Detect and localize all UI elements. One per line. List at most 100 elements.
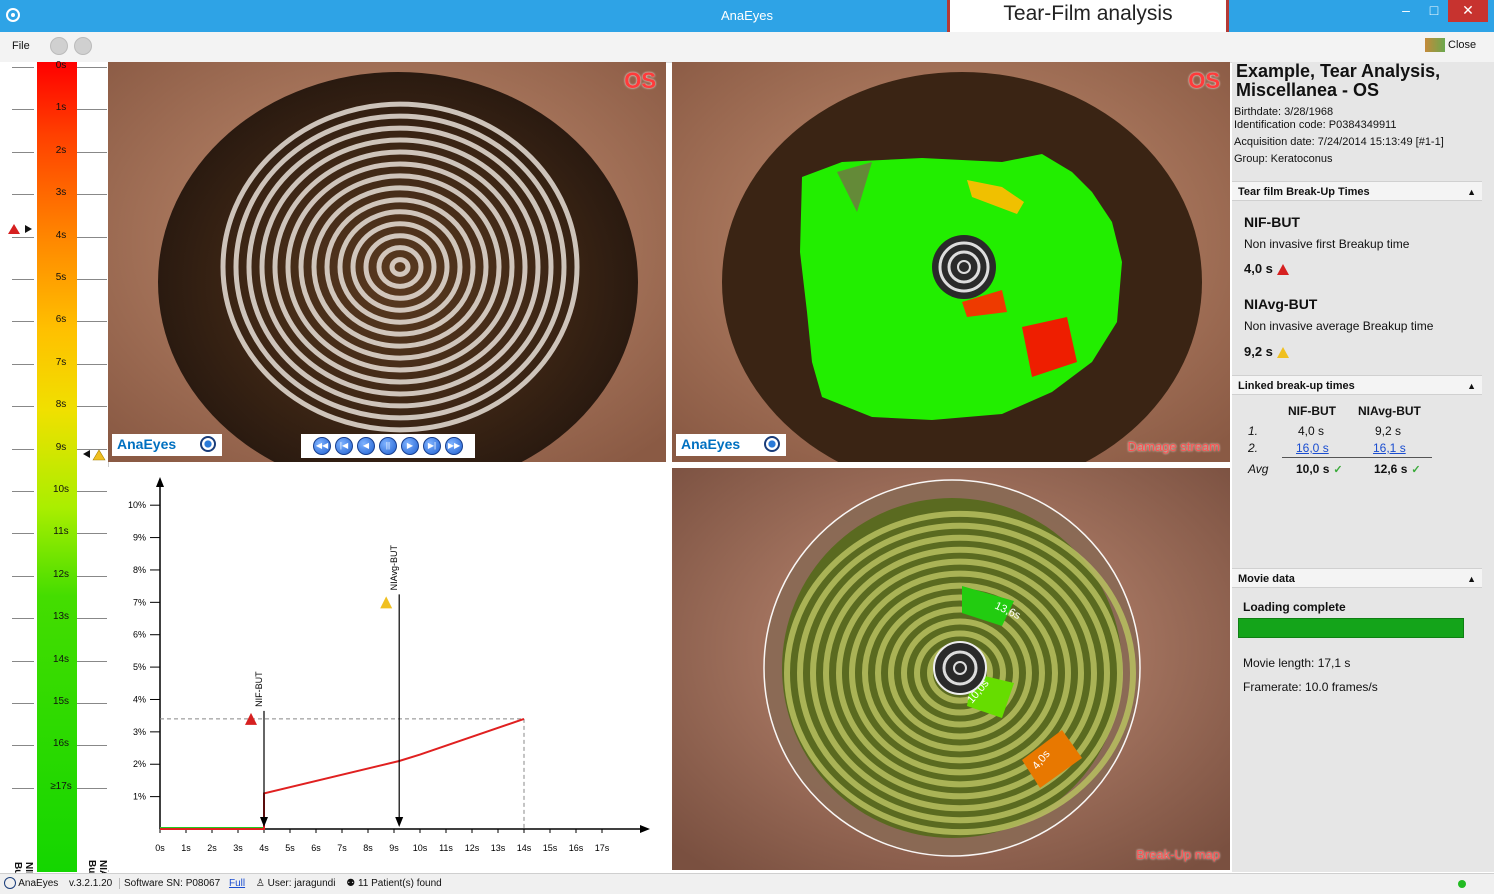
loading-progress-bar — [1238, 618, 1464, 638]
x-tick-label: 6s — [311, 843, 321, 853]
scale-tick: 4s — [12, 230, 107, 241]
but-section-header[interactable]: Tear film Break-Up Times ▲ — [1232, 181, 1482, 201]
damage-stream-image — [672, 62, 1230, 462]
tool-icon-1[interactable] — [50, 37, 68, 55]
status-app: AnaEyes — [18, 878, 59, 889]
scale-tick-label: 11s — [53, 526, 69, 538]
file-menu[interactable]: File — [12, 40, 30, 52]
break-up-map-panel[interactable]: 13,6s 10,0s 4,0s Break-Up map — [672, 468, 1230, 870]
break-up-map-label: Break-Up map — [1136, 847, 1220, 862]
linked-row-nif: 4,0 s — [1298, 424, 1325, 438]
first-frame-icon[interactable]: |◀ — [335, 437, 353, 455]
app-status-icon — [4, 877, 16, 890]
y-tick-label: 3% — [133, 727, 146, 737]
status-serial: Software SN: P08067 — [119, 878, 221, 889]
scale-tick: 5s — [12, 272, 107, 283]
niavg-but-desc: Non invasive average Breakup time — [1244, 319, 1434, 333]
y-tick-label: 10% — [128, 500, 146, 510]
x-axis-arrow — [640, 825, 650, 833]
scale-tick: 10s — [12, 484, 107, 495]
scale-tick-label: 4s — [55, 229, 67, 241]
marker-label: NIAvg-BUT — [389, 544, 399, 590]
collapse-icon[interactable]: ▲ — [1467, 381, 1476, 391]
x-tick-label: 8s — [363, 843, 373, 853]
y-tick-label: 5% — [133, 662, 146, 672]
logo-icon — [200, 436, 216, 452]
scale-tick-label: 3s — [55, 187, 67, 199]
y-tick-label: 6% — [133, 630, 146, 640]
time-scale: 0s 1s 2s 3s 4s 5s 6s 7s 8s 9s 10s 11s 12s 13s 14s 15s 16… — [0, 60, 109, 892]
maximize-button[interactable]: □ — [1429, 2, 1439, 18]
linked-header-niavg: NIAvg-BUT — [1358, 404, 1421, 418]
scale-tick: 15s — [12, 696, 107, 707]
damage-stream-label: Damage stream — [1127, 439, 1220, 454]
linked-row-niavg: 9,2 s — [1375, 424, 1402, 438]
y-tick-label: 8% — [133, 565, 146, 575]
birthdate: Birthdate: 3/28/1968 — [1234, 106, 1334, 118]
x-tick-label: 0s — [155, 843, 165, 853]
logo-text: AnaEyes — [117, 436, 177, 452]
pause-icon[interactable]: || — [379, 437, 397, 455]
collapse-icon[interactable]: ▲ — [1467, 187, 1476, 197]
y-tick-label: 9% — [133, 533, 146, 543]
series-line — [160, 717, 525, 830]
scale-tick-label: 6s — [55, 314, 67, 326]
movie-length: Movie length: 17,1 s — [1243, 656, 1351, 670]
x-tick-label: 15s — [543, 843, 558, 853]
loading-status: Loading complete — [1243, 600, 1346, 614]
scale-tick: 11s — [12, 526, 107, 537]
status-full-link[interactable]: Full — [228, 878, 246, 889]
scale-tick: ≥17s — [12, 781, 107, 792]
linked-row-niavg-link[interactable]: 16,1 s — [1373, 441, 1406, 455]
linked-row-nif-link[interactable]: 16,0 s — [1296, 441, 1329, 455]
close-window-button[interactable]: ✕ — [1448, 0, 1488, 22]
status-patients: 11 Patient(s) found — [357, 878, 442, 889]
avg-niavg: 12,6 s ✓ — [1374, 462, 1421, 476]
y-axis-arrow — [156, 477, 164, 487]
logo-text: AnaEyes — [681, 436, 741, 452]
time-gradient-bar — [37, 62, 77, 872]
niavg-marker — [83, 449, 106, 461]
toolbar: File Close — [0, 32, 1494, 63]
section-title: Linked break-up times — [1238, 380, 1355, 392]
minimize-button[interactable]: – — [1402, 2, 1410, 18]
fast-forward-icon[interactable]: ▶▶ — [445, 437, 463, 455]
status-user: User: jaragundi — [267, 878, 336, 889]
x-tick-label: 13s — [491, 843, 506, 853]
nif-label: NIF-BuT — [12, 862, 34, 882]
x-tick-label: 14s — [517, 843, 532, 853]
movie-section-header[interactable]: Movie data ▲ — [1232, 568, 1482, 588]
scale-tick-label: 0s — [55, 60, 67, 71]
window-title: AnaEyes — [720, 8, 774, 23]
playback-controls: ◀◀ |◀ ◀ || ▶ ▶| ▶▶ — [301, 434, 475, 458]
logo-icon — [764, 436, 780, 452]
patient-sidebar: Example, Tear Analysis, Miscellanea - OS… — [1232, 62, 1494, 872]
patient-title: Example, Tear Analysis, Miscellanea - OS — [1236, 61, 1441, 100]
niavg-but-value: 9,2 s — [1244, 344, 1289, 359]
avg-label: Avg — [1248, 462, 1269, 476]
previous-icon[interactable]: ◀ — [357, 437, 375, 455]
eye-video-panel[interactable]: OS AnaEyes ◀◀ |◀ ◀ || ▶ ▶| ▶▶ — [108, 62, 666, 462]
scale-tick-label: 15s — [52, 696, 70, 707]
close-button[interactable]: Close — [1425, 38, 1476, 56]
scale-tick-label: 7s — [55, 356, 67, 368]
last-frame-icon[interactable]: ▶| — [423, 437, 441, 455]
warning-red-icon — [245, 712, 257, 725]
scale-tick-label: 12s — [52, 568, 70, 580]
close-patient-icon — [1425, 38, 1445, 52]
connection-status-icon — [1458, 880, 1466, 888]
collapse-icon[interactable]: ▲ — [1467, 574, 1476, 584]
tool-icon-2[interactable] — [74, 37, 92, 55]
x-tick-label: 11s — [439, 843, 453, 853]
scale-tick-label: 1s — [55, 102, 67, 114]
rewind-icon[interactable]: ◀◀ — [313, 437, 331, 455]
patient-group: Group: Keratoconus — [1234, 153, 1333, 165]
x-tick-label: 9s — [389, 843, 399, 853]
app-icon — [6, 8, 20, 22]
linked-section-header[interactable]: Linked break-up times ▲ — [1232, 375, 1482, 395]
scale-tick-label: 2s — [55, 144, 67, 156]
damage-stream-panel[interactable]: OS Damage stream AnaEyes — [672, 62, 1230, 462]
next-icon[interactable]: ▶ — [401, 437, 419, 455]
anaeyes-logo: AnaEyes — [676, 434, 786, 456]
scale-tick: 1s — [12, 102, 107, 113]
